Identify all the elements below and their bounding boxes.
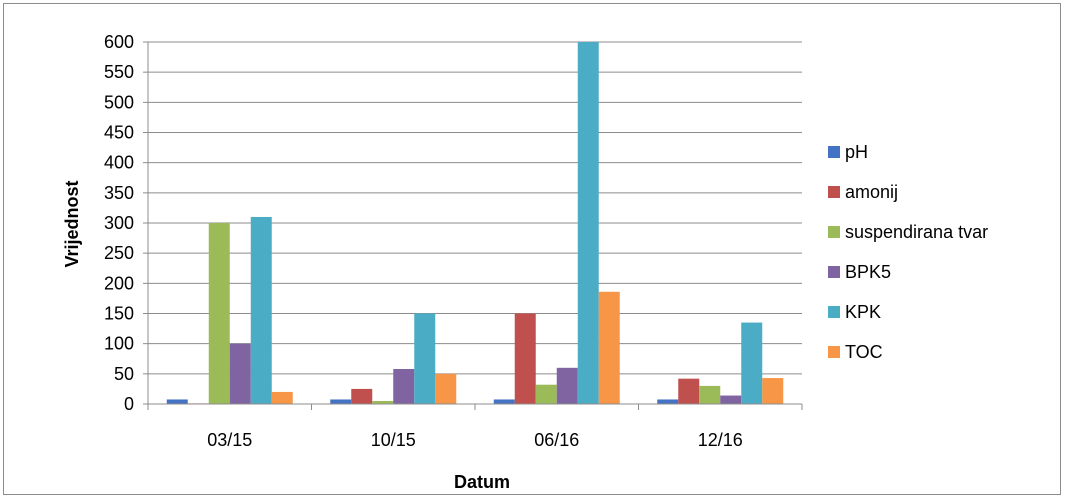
bar	[372, 400, 394, 404]
legend-label: KPK	[845, 302, 881, 322]
x-tick-label: 10/15	[371, 430, 416, 450]
bar	[493, 399, 515, 404]
legend-swatch	[828, 266, 840, 278]
bar	[414, 313, 436, 404]
y-tick-label: 150	[104, 304, 134, 324]
bar	[678, 378, 700, 404]
legend-swatch	[828, 226, 840, 238]
bar	[330, 399, 352, 404]
bar	[598, 291, 620, 404]
x-tick-label: 06/16	[534, 430, 579, 450]
y-tick-label: 0	[124, 394, 134, 414]
bar	[657, 399, 679, 404]
legend: pH amonij suspendirana tvar BPK5 KPK TOC	[828, 142, 988, 362]
bar	[271, 391, 293, 404]
y-tick-label: 500	[104, 92, 134, 112]
bar	[208, 223, 230, 404]
y-tick-label: 450	[104, 123, 134, 143]
bar	[699, 385, 721, 404]
bar	[393, 369, 415, 404]
bar	[720, 395, 742, 404]
y-tick-label: 50	[114, 364, 134, 384]
y-tick-label: 550	[104, 62, 134, 82]
bar	[762, 378, 784, 404]
bar	[166, 399, 188, 404]
y-tick-label: 250	[104, 243, 134, 263]
bar	[514, 313, 536, 404]
legend-swatch	[828, 346, 840, 358]
x-tick-label: 12/16	[698, 430, 743, 450]
legend-label: TOC	[845, 342, 883, 362]
chart-frame	[3, 3, 1061, 495]
bar	[741, 322, 763, 404]
legend-swatch	[828, 306, 840, 318]
legend-label: pH	[845, 142, 868, 162]
legend-label: amonij	[845, 182, 898, 202]
x-axis-title: Datum	[454, 472, 510, 492]
bar	[535, 384, 557, 404]
gridlines	[148, 41, 802, 375]
y-axis-title: Vrijednost	[62, 180, 82, 267]
bars	[166, 42, 784, 404]
legend-swatch	[828, 186, 840, 198]
legend-label: suspendirana tvar	[845, 222, 988, 242]
y-tick-label: 100	[104, 334, 134, 354]
y-tick-labels: 0 50 100 150 200 250 300 350 400 450 500 550 600	[104, 32, 134, 414]
bar	[250, 216, 272, 404]
y-tick-label: 300	[104, 213, 134, 233]
bar	[229, 343, 251, 404]
bar	[556, 367, 578, 404]
y-tick-label: 350	[104, 183, 134, 203]
axes	[143, 41, 803, 410]
y-tick-label: 600	[104, 32, 134, 52]
bar	[435, 373, 457, 404]
legend-label: BPK5	[845, 262, 891, 282]
y-tick-label: 400	[104, 153, 134, 173]
bar	[577, 42, 599, 404]
x-tick-label: 03/15	[207, 430, 252, 450]
bar	[351, 388, 373, 404]
x-tick-labels: 03/15 10/15 06/16 12/16	[207, 430, 743, 450]
legend-swatch	[828, 146, 840, 158]
y-tick-label: 200	[104, 273, 134, 293]
